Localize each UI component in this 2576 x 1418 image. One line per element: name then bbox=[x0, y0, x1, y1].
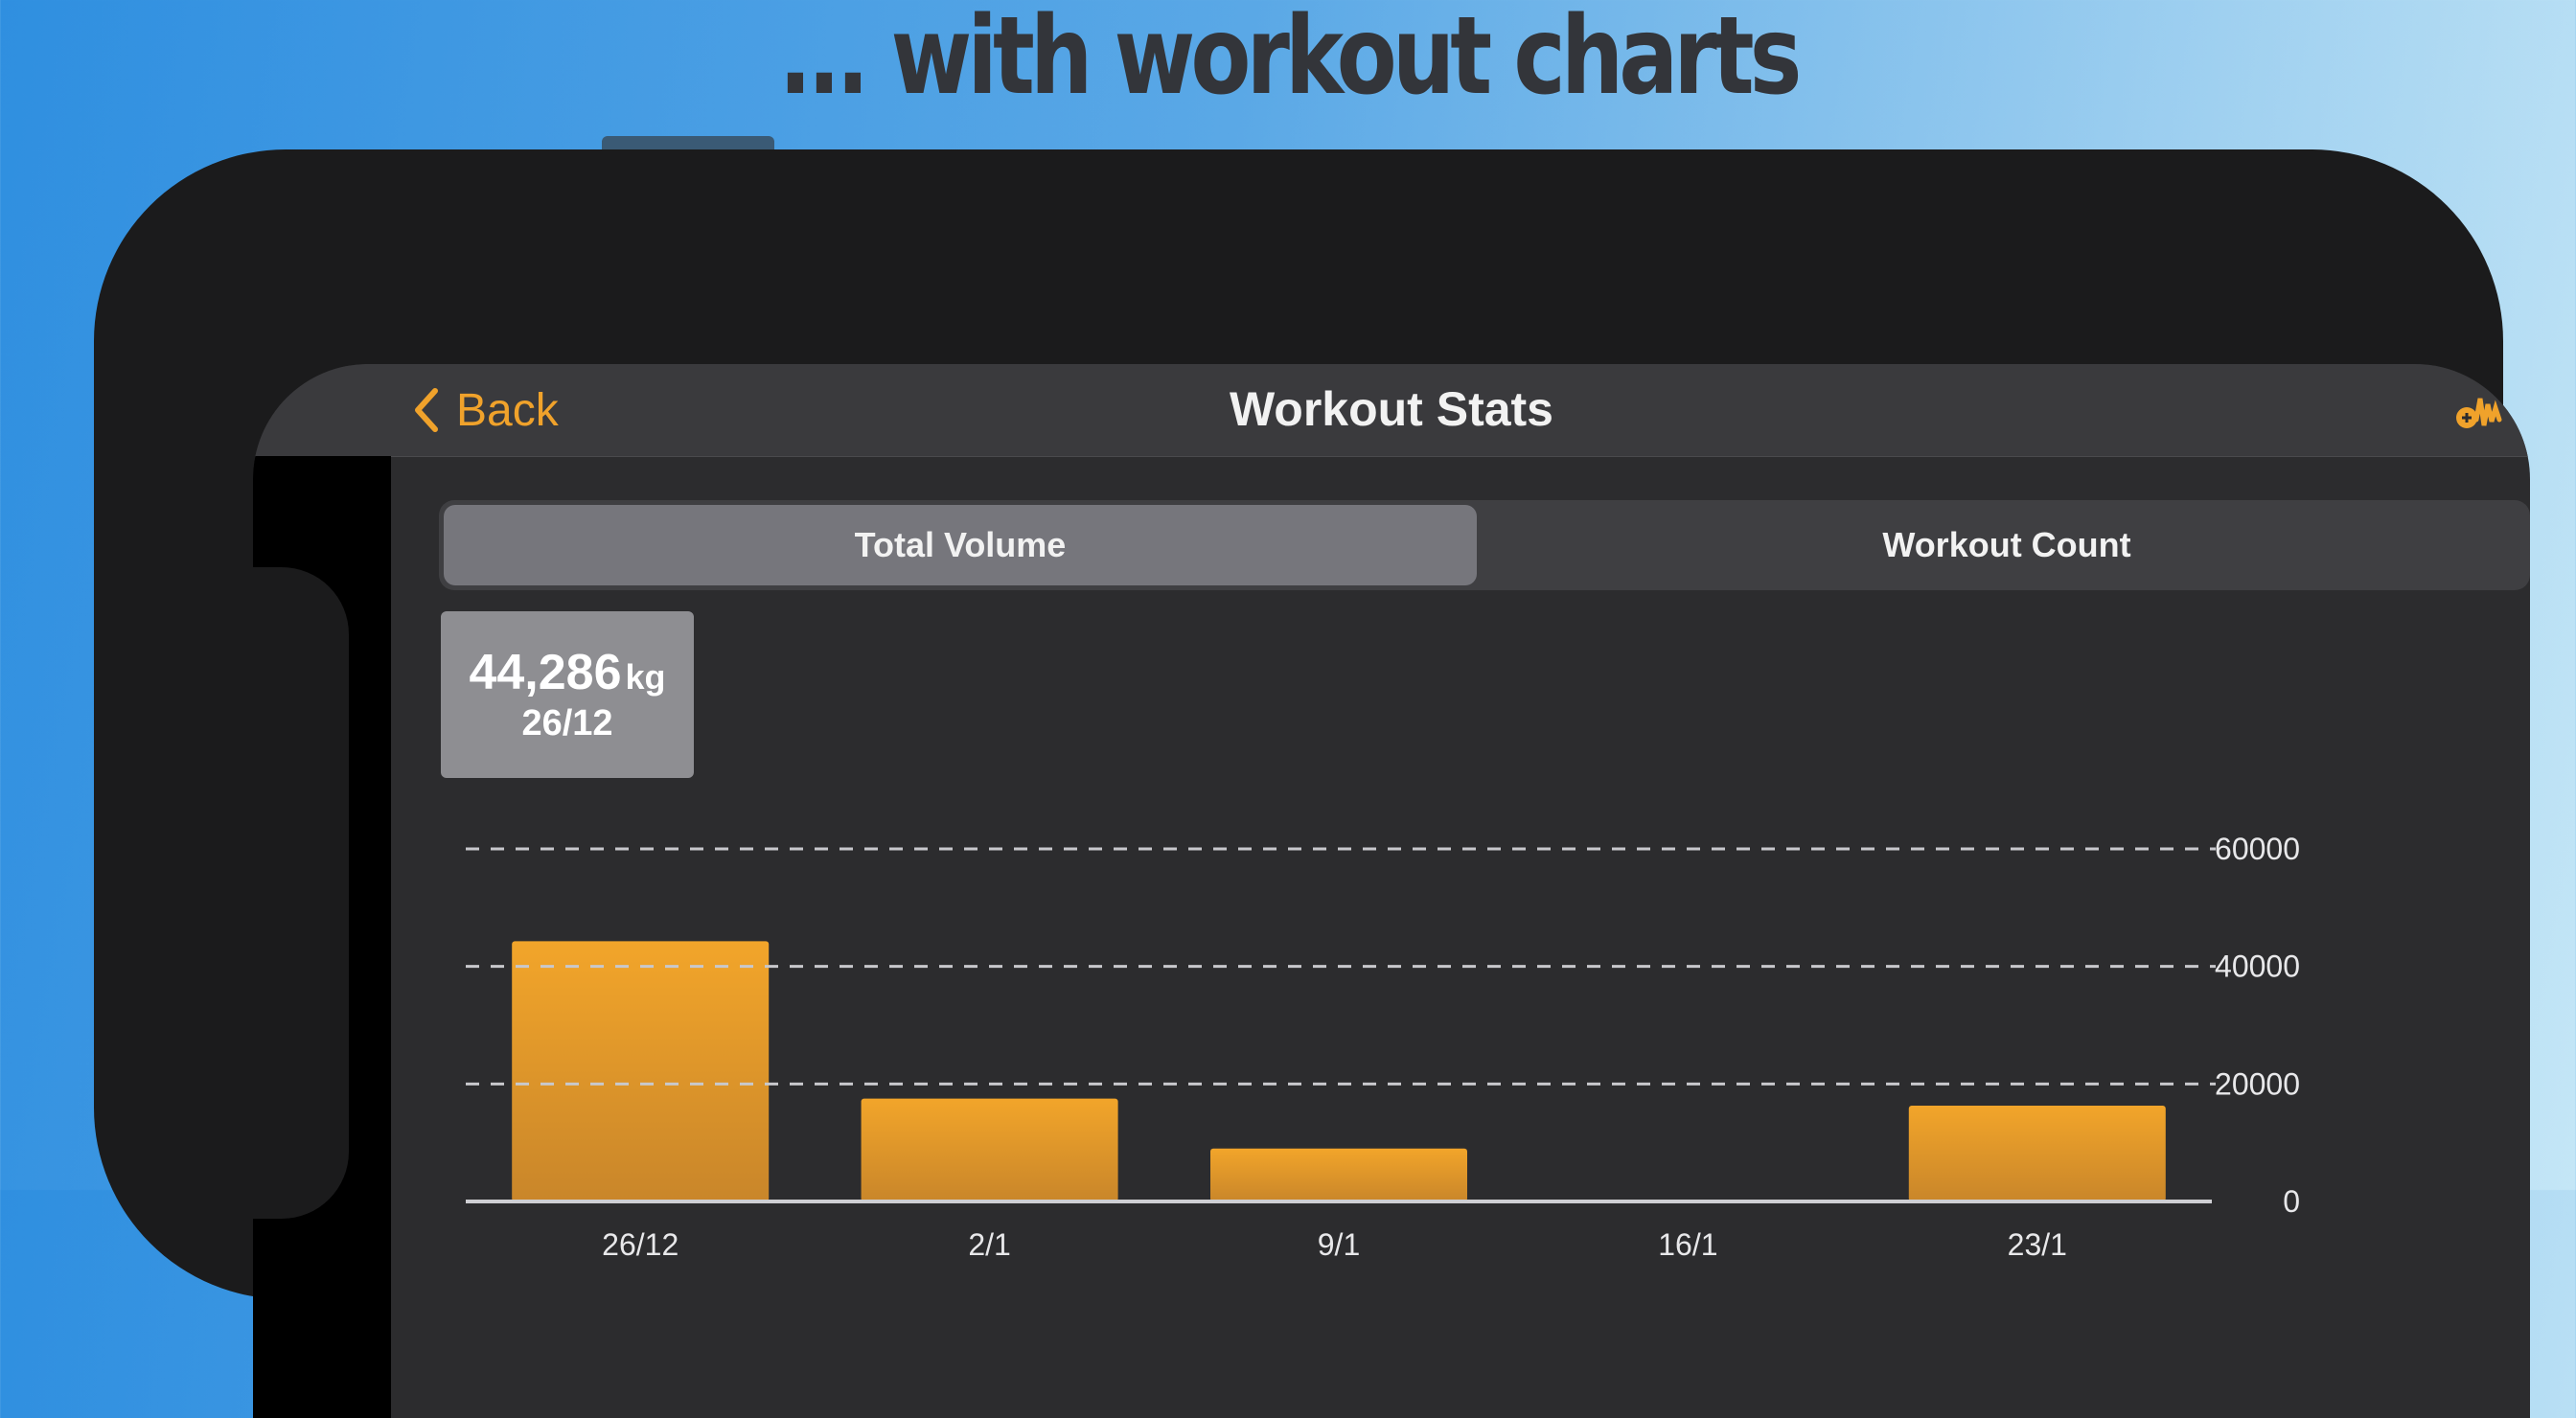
y-tick-label: 0 bbox=[2283, 1184, 2300, 1219]
chart-tooltip: 44,286 kg 26/12 bbox=[441, 611, 694, 778]
page-title: Workout Stats bbox=[1230, 382, 1553, 436]
phone-notch bbox=[253, 567, 349, 1219]
phone-side-button bbox=[602, 136, 774, 153]
x-tick-label: 26/12 bbox=[602, 1227, 678, 1262]
y-tick-label: 60000 bbox=[2215, 832, 2300, 866]
chart-bar[interactable] bbox=[1210, 1148, 1467, 1201]
back-label: Back bbox=[456, 384, 559, 436]
tab-total-volume[interactable]: Total Volume bbox=[444, 505, 1477, 585]
promo-headline: ... with workout charts bbox=[778, 0, 1803, 119]
navigation-bar: Back Workout Stats bbox=[253, 364, 2530, 457]
x-tick-label: 2/1 bbox=[968, 1227, 1010, 1262]
y-tick-label: 40000 bbox=[2215, 949, 2300, 984]
app-screen: Back Workout Stats Total Volume Workout … bbox=[253, 364, 2530, 1418]
volume-bar-chart: 0 20000 40000 60000 26/12 2/1 9/1 16/1 23/1 bbox=[466, 832, 2300, 1262]
x-tick-label: 16/1 bbox=[1658, 1227, 1717, 1262]
x-tick-label: 9/1 bbox=[1318, 1227, 1360, 1262]
stats-segmented-control: Total Volume Workout Count bbox=[439, 500, 2530, 590]
phone-frame: Back Workout Stats Total Volume Workout … bbox=[94, 149, 2530, 1418]
tooltip-unit: kg bbox=[625, 657, 666, 697]
chart-bar[interactable] bbox=[1908, 1106, 2166, 1201]
y-tick-label: 20000 bbox=[2215, 1066, 2300, 1101]
chart-bar[interactable] bbox=[861, 1098, 1118, 1201]
back-button[interactable]: Back bbox=[412, 381, 559, 439]
tab-workout-count[interactable]: Workout Count bbox=[1882, 525, 2131, 564]
add-workout-icon[interactable] bbox=[2455, 391, 2513, 433]
chevron-left-icon bbox=[415, 388, 438, 432]
chart-bar[interactable] bbox=[512, 941, 770, 1201]
tooltip-value-row: 44,286 kg bbox=[441, 644, 694, 701]
x-tick-label: 23/1 bbox=[2008, 1227, 2067, 1262]
tooltip-date: 26/12 bbox=[521, 703, 613, 743]
tooltip-value: 44,286 bbox=[469, 645, 622, 700]
